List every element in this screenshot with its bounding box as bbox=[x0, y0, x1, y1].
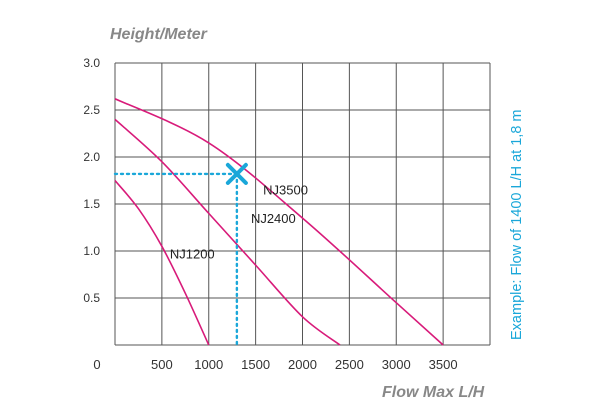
y-tick-label: 2.5 bbox=[83, 103, 100, 117]
x-tick-label: 500 bbox=[151, 357, 173, 372]
y-tick-label: 0.5 bbox=[83, 291, 100, 305]
y-tick-label: 1.5 bbox=[83, 197, 100, 211]
x-tick-label: 2500 bbox=[335, 357, 364, 372]
series-line-nj3500 bbox=[114, 97, 444, 346]
series-label-nj3500: NJ3500 bbox=[263, 183, 308, 198]
series-label-nj2400: NJ2400 bbox=[251, 211, 296, 226]
x-tick-label: 1000 bbox=[194, 357, 223, 372]
series-label-nj1200: NJ1200 bbox=[170, 247, 215, 262]
y-tick-label: 2.0 bbox=[83, 150, 100, 164]
x-tick-label: 0 bbox=[93, 357, 100, 372]
y-axis-label: Height/Meter bbox=[110, 26, 207, 43]
x-tick-label: 3500 bbox=[429, 357, 458, 372]
y-tick-label: 3.0 bbox=[83, 56, 100, 70]
x-tick-label: 2000 bbox=[288, 357, 317, 372]
x-axis-label: Flow Max L/H bbox=[382, 384, 485, 401]
example-note: Example: Flow of 1400 L/H at 1,8 m bbox=[509, 109, 525, 341]
x-tick-label: 3000 bbox=[382, 357, 411, 372]
example-marker-cross-b bbox=[225, 162, 248, 185]
series-line-nj2400 bbox=[114, 118, 341, 346]
x-tick-label: 1500 bbox=[241, 357, 270, 372]
series-line-nj1200 bbox=[114, 179, 210, 346]
y-tick-label: 1.0 bbox=[83, 244, 100, 258]
